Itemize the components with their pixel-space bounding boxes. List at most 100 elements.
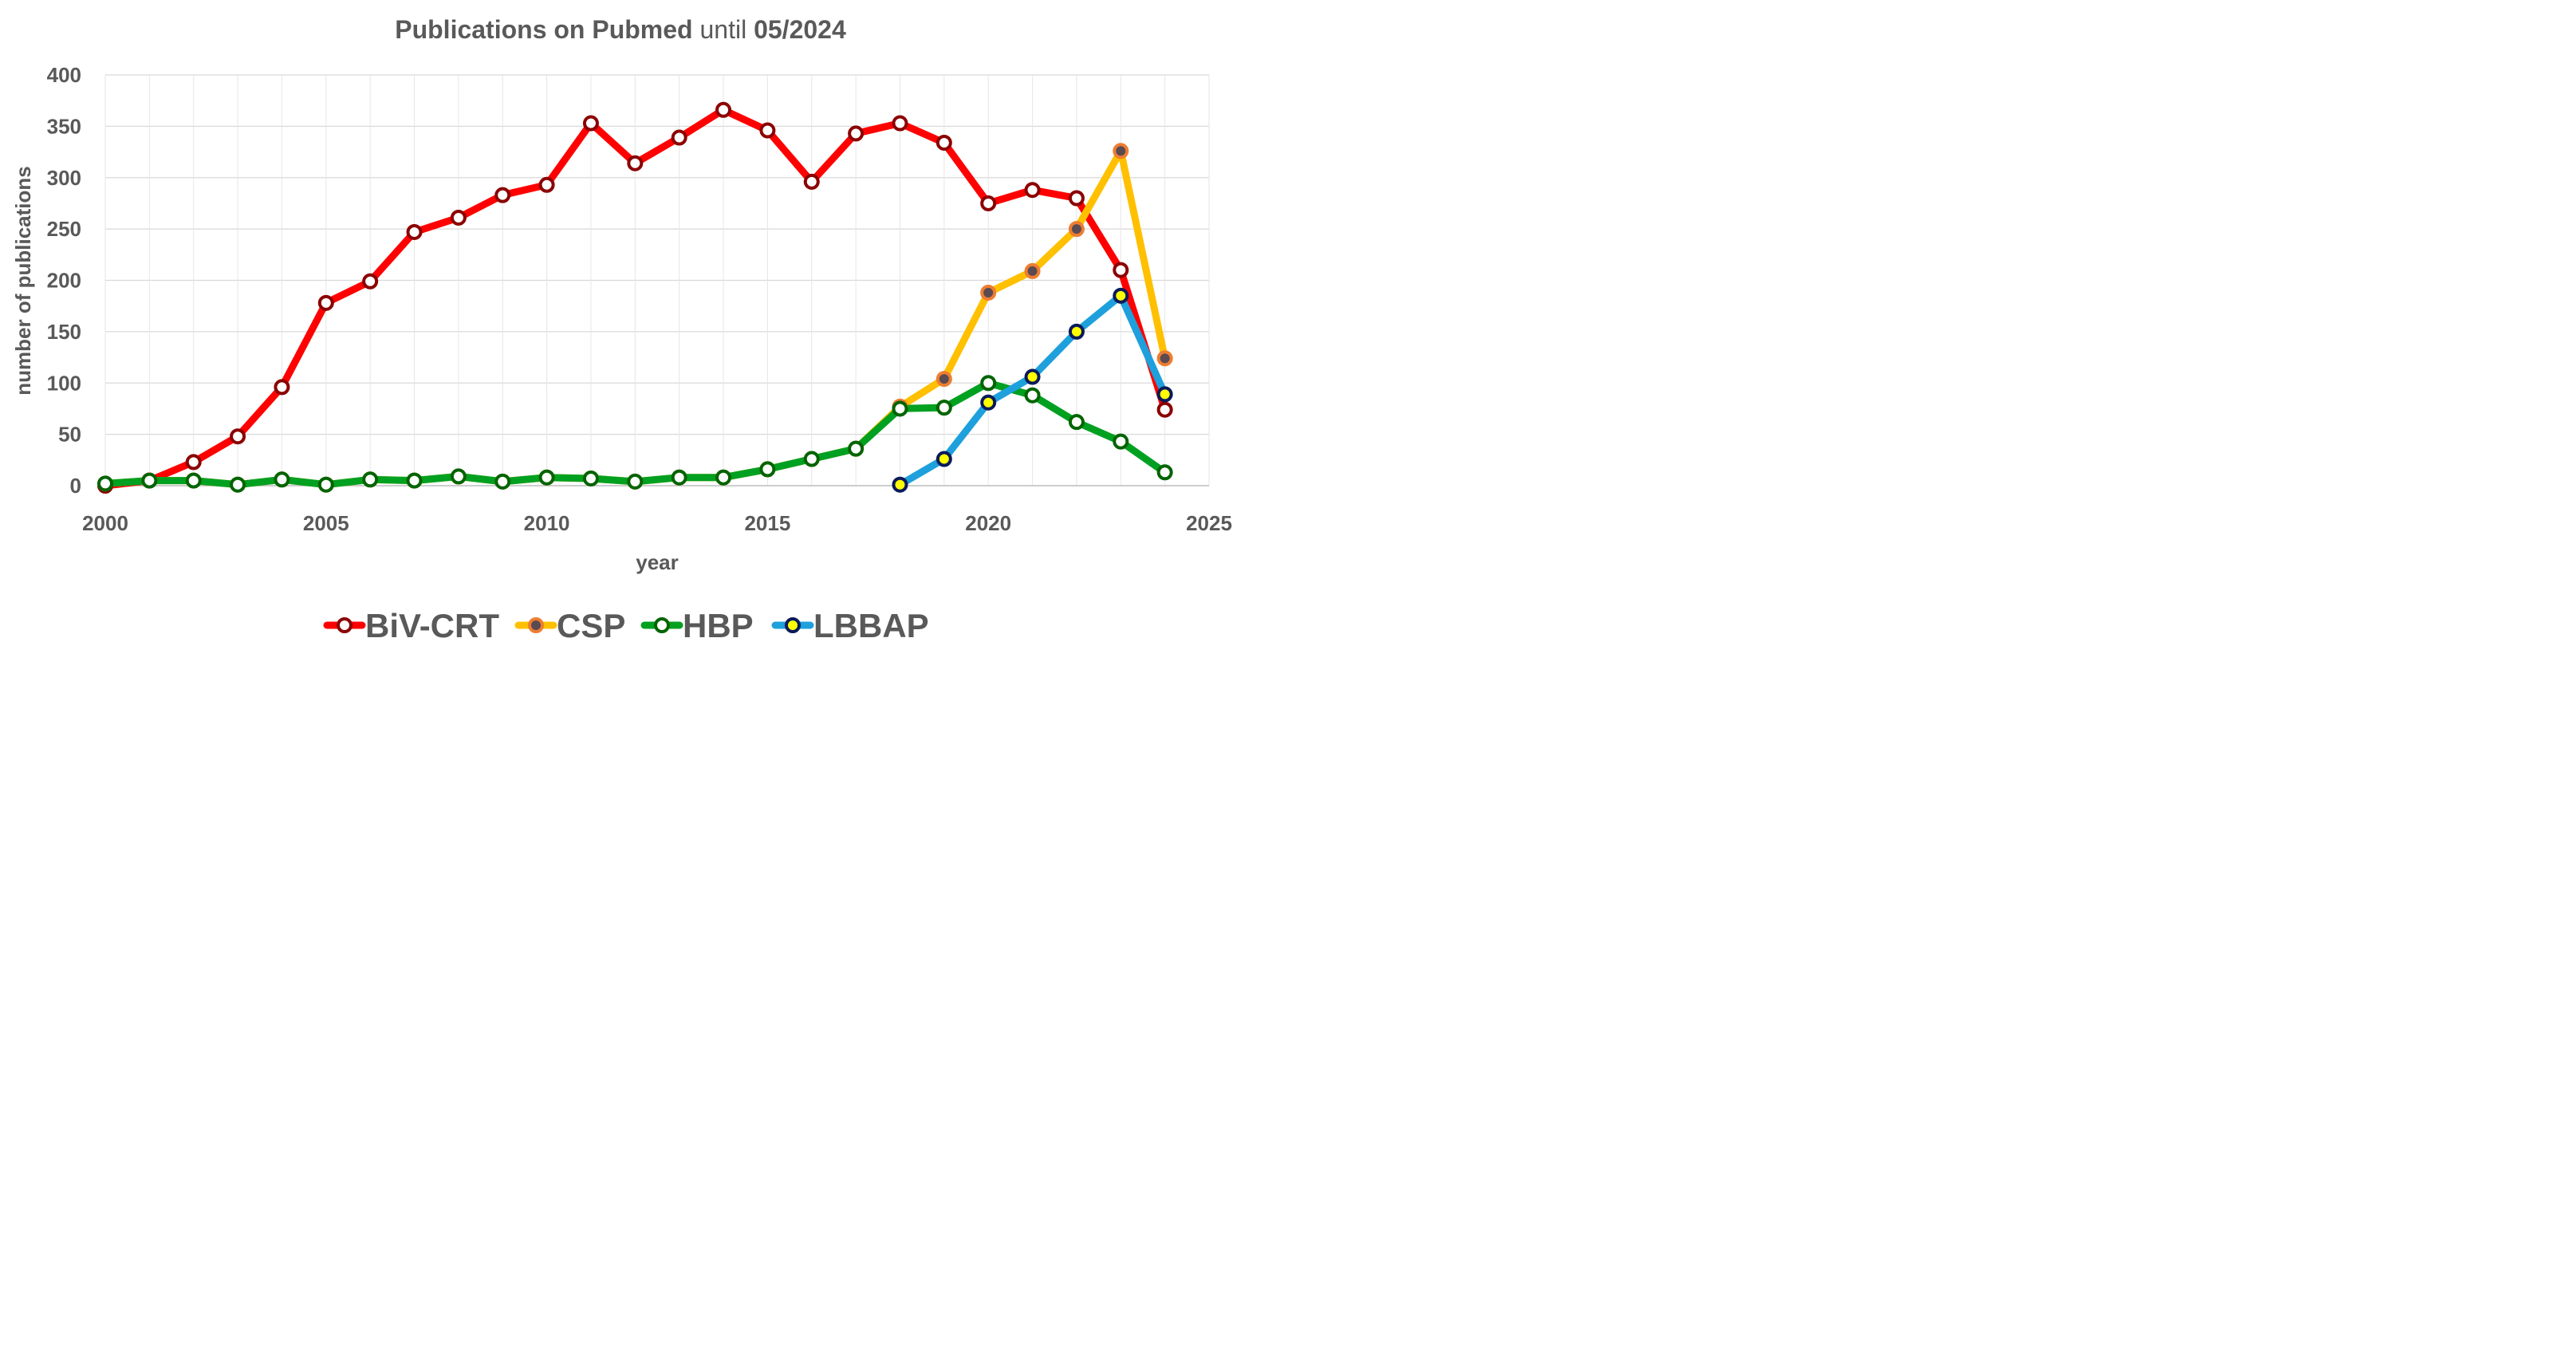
y-tick-label: 200 xyxy=(47,269,81,293)
legend-item-biv-crt: BiV-CRT xyxy=(323,607,499,644)
data-point-hbp xyxy=(494,473,511,490)
y-tick-label: 350 xyxy=(47,114,81,138)
data-point-hbp xyxy=(406,472,423,489)
data-point-hbp xyxy=(185,472,202,489)
y-tick-label: 50 xyxy=(58,423,81,447)
data-point-csp xyxy=(1156,350,1173,367)
legend-item-hbp: HBP xyxy=(640,607,754,644)
data-point-csp xyxy=(1068,221,1085,238)
legend-label: BiV-CRT xyxy=(365,607,499,644)
data-point-biv-crt xyxy=(1024,182,1041,199)
x-tick-label: 2000 xyxy=(82,511,128,535)
legend: BiV-CRT CSP HBP LBBAP xyxy=(323,607,929,644)
data-point-hbp xyxy=(362,471,379,488)
y-axis-ticks: 0 50 100 150 200 250 300 350 400 xyxy=(47,63,81,498)
x-axis-label: year xyxy=(636,550,679,574)
data-point-csp xyxy=(980,284,997,301)
legend-label: LBBAP xyxy=(813,607,929,644)
x-tick-label: 2015 xyxy=(744,511,790,535)
y-tick-label: 150 xyxy=(47,320,81,344)
data-point-biv-crt xyxy=(803,173,820,190)
x-tick-label: 2025 xyxy=(1186,511,1232,535)
data-point-hbp xyxy=(317,476,334,493)
chart-title-part1: Publications on Pubmed xyxy=(395,15,692,44)
data-point-biv-crt xyxy=(1113,262,1129,278)
y-tick-label: 300 xyxy=(47,166,81,190)
series-layer xyxy=(97,101,1173,494)
data-point-hbp xyxy=(1024,387,1041,404)
data-point-hbp xyxy=(1068,414,1085,431)
data-point-hbp xyxy=(274,471,290,488)
data-point-biv-crt xyxy=(274,379,290,396)
legend-swatch-marker xyxy=(654,617,670,633)
data-point-lbbap xyxy=(1024,368,1041,385)
data-point-biv-crt xyxy=(980,195,997,211)
data-point-hbp xyxy=(1156,464,1173,481)
x-tick-label: 2005 xyxy=(303,511,349,535)
legend-label: CSP xyxy=(557,607,625,644)
data-point-hbp xyxy=(892,400,908,417)
data-point-biv-crt xyxy=(627,155,644,171)
data-point-biv-crt xyxy=(406,223,423,240)
data-point-hbp xyxy=(450,468,467,485)
legend-item-lbbap: LBBAP xyxy=(771,607,929,644)
legend-swatch-marker xyxy=(337,617,353,633)
data-point-csp xyxy=(935,371,952,388)
data-point-csp xyxy=(1024,262,1041,279)
data-point-biv-crt xyxy=(1068,190,1085,207)
data-point-hbp xyxy=(97,475,113,492)
x-tick-label: 2010 xyxy=(524,511,570,535)
data-point-hbp xyxy=(671,469,687,486)
data-point-lbbap xyxy=(935,451,952,467)
chart-title-part3: 05/2024 xyxy=(754,15,846,44)
data-point-hbp xyxy=(935,400,952,416)
chart: Publications on Pubmed until 05/2024 0 50… xyxy=(11,15,1232,644)
data-point-biv-crt xyxy=(317,294,334,311)
data-point-hbp xyxy=(538,469,555,486)
chart-title-part2: until xyxy=(693,15,754,44)
data-point-hbp xyxy=(848,440,865,457)
data-point-lbbap xyxy=(1156,386,1173,403)
data-point-lbbap xyxy=(1068,323,1085,340)
y-tick-label: 250 xyxy=(47,217,81,241)
legend-item-csp: CSP xyxy=(514,607,625,644)
data-point-hbp xyxy=(1113,433,1129,450)
data-point-biv-crt xyxy=(494,187,511,203)
data-point-biv-crt xyxy=(848,125,865,142)
data-point-lbbap xyxy=(1113,287,1129,304)
data-point-hbp xyxy=(582,470,599,486)
data-point-lbbap xyxy=(980,394,997,411)
data-point-biv-crt xyxy=(362,273,379,289)
data-point-biv-crt xyxy=(185,454,202,471)
data-point-biv-crt xyxy=(538,176,555,193)
y-axis-label: number of publications xyxy=(11,166,35,395)
data-point-hbp xyxy=(980,375,997,392)
y-tick-label: 0 xyxy=(70,474,81,498)
data-point-lbbap xyxy=(892,476,908,493)
y-tick-label: 400 xyxy=(47,63,81,87)
data-point-hbp xyxy=(715,469,732,486)
data-point-csp xyxy=(1113,143,1129,160)
data-point-hbp xyxy=(141,472,158,489)
data-point-hbp xyxy=(230,476,246,493)
data-point-biv-crt xyxy=(230,428,246,445)
legend-swatch-marker xyxy=(785,617,801,633)
data-point-hbp xyxy=(759,461,776,478)
x-axis-ticks: 2000 2005 2010 2015 2020 2025 xyxy=(82,511,1232,535)
data-point-biv-crt xyxy=(582,115,599,132)
data-point-biv-crt xyxy=(671,129,687,146)
data-point-biv-crt xyxy=(450,209,467,226)
legend-label: HBP xyxy=(683,607,754,644)
data-point-biv-crt xyxy=(715,101,732,118)
x-tick-label: 2020 xyxy=(965,511,1011,535)
legend-swatch-marker xyxy=(528,617,544,633)
data-point-hbp xyxy=(627,473,644,490)
grid xyxy=(104,74,1210,486)
y-tick-label: 100 xyxy=(47,371,81,395)
data-point-biv-crt xyxy=(1156,401,1173,418)
data-point-hbp xyxy=(803,451,820,467)
data-point-biv-crt xyxy=(759,122,776,139)
data-point-biv-crt xyxy=(935,134,952,151)
data-point-biv-crt xyxy=(892,115,908,132)
chart-title: Publications on Pubmed until 05/2024 xyxy=(395,15,846,44)
